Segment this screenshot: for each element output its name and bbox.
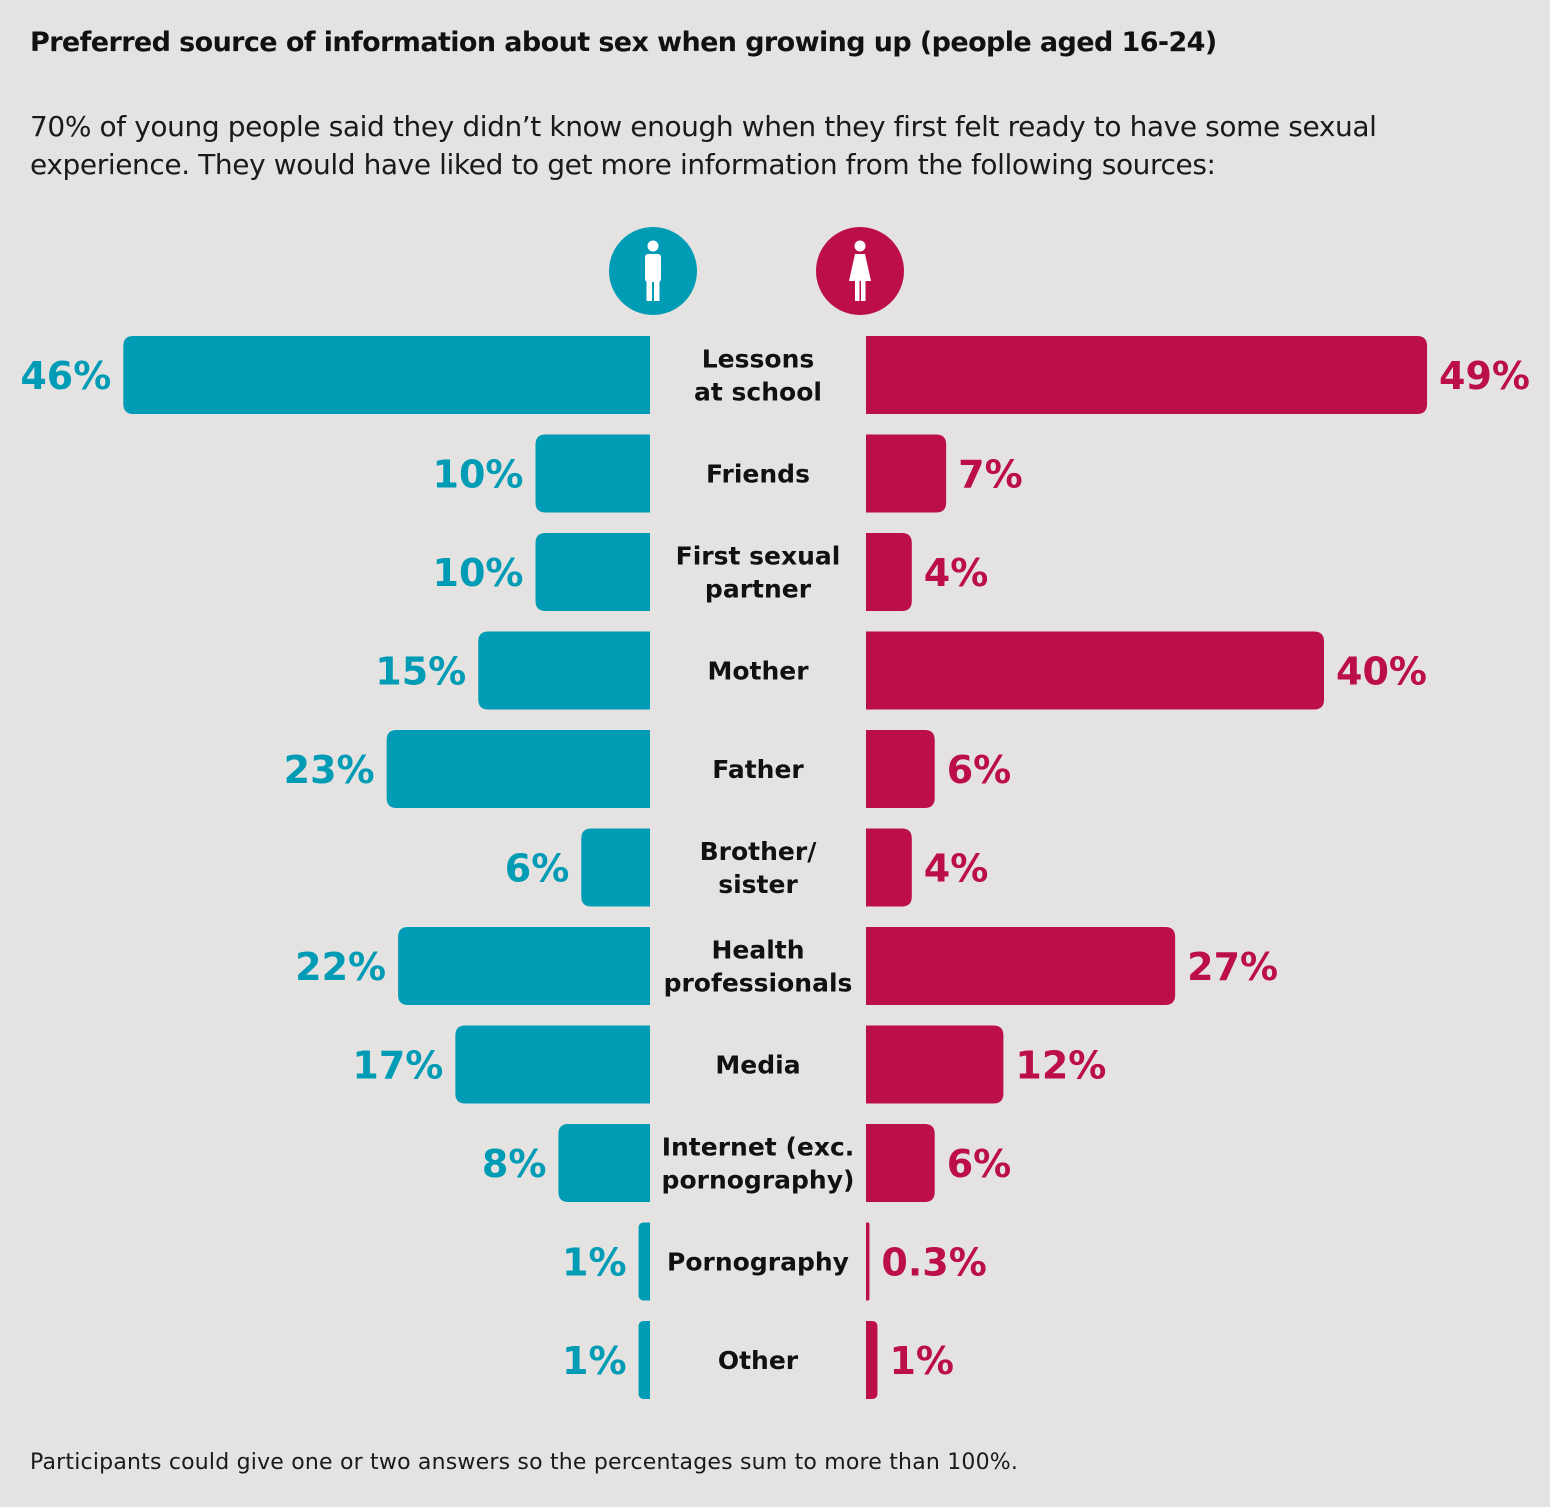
- male-bar: [123, 336, 651, 414]
- female-icon: [816, 227, 904, 315]
- female-value-label: 12%: [1015, 1044, 1106, 1088]
- male-value-label: 10%: [433, 453, 524, 497]
- female-value-label: 0.3%: [881, 1241, 986, 1285]
- male-value-label: 1%: [562, 1241, 627, 1285]
- category-label: First sexual: [676, 542, 841, 571]
- male-value-label: 1%: [562, 1339, 627, 1383]
- male-value-label: 6%: [505, 847, 570, 891]
- female-bar: [866, 1025, 1004, 1104]
- female-value-label: 6%: [947, 1142, 1012, 1186]
- male-bar: [558, 1124, 650, 1202]
- category-label: at school: [694, 378, 822, 407]
- category-label: Lessons: [702, 345, 815, 374]
- category-label: sister: [718, 870, 798, 899]
- male-bar: [478, 631, 650, 710]
- female-bar: [866, 434, 947, 513]
- female-value-label: 49%: [1439, 354, 1530, 398]
- male-figure: [645, 240, 661, 301]
- female-bar: [866, 533, 912, 611]
- female-bar: [866, 1124, 935, 1202]
- female-value-label: 4%: [924, 847, 989, 891]
- category-label: Health: [711, 936, 804, 965]
- category-label: pornography): [662, 1166, 855, 1195]
- male-value-label: 10%: [433, 551, 524, 595]
- male-bar: [535, 434, 650, 513]
- female-value-label: 40%: [1336, 650, 1427, 694]
- category-label: Mother: [707, 657, 809, 686]
- female-bar: [866, 1321, 878, 1399]
- male-value-label: 23%: [284, 748, 375, 792]
- male-bar: [535, 533, 650, 611]
- female-bar: [866, 828, 912, 907]
- male-value-label: 15%: [375, 650, 466, 694]
- male-value-label: 8%: [482, 1142, 547, 1186]
- female-bar: [866, 631, 1324, 710]
- female-bar: [866, 927, 1176, 1005]
- male-value-label: 22%: [295, 945, 386, 989]
- male-bar: [581, 828, 650, 907]
- male-icon: [609, 227, 697, 315]
- female-bar: [866, 1222, 870, 1301]
- female-figure: [849, 240, 871, 301]
- male-bar: [638, 1222, 650, 1301]
- footnote: Participants could give one or two answe…: [30, 1450, 1019, 1475]
- male-bar: [638, 1321, 650, 1399]
- male-bar: [398, 927, 650, 1005]
- category-label: Father: [712, 755, 804, 784]
- category-label: Media: [715, 1051, 800, 1080]
- female-value-label: 6%: [947, 748, 1012, 792]
- category-label: Brother/: [700, 837, 818, 866]
- female-value-label: 4%: [924, 551, 989, 595]
- female-bar: [866, 730, 935, 808]
- female-bar: [866, 336, 1428, 414]
- female-value-label: 7%: [958, 453, 1023, 497]
- category-label: professionals: [664, 969, 853, 998]
- chart-title: Preferred source of information about se…: [30, 27, 1217, 58]
- category-label: Internet (exc.: [662, 1133, 855, 1162]
- category-label: Other: [718, 1346, 799, 1375]
- female-value-label: 1%: [889, 1339, 954, 1383]
- male-value-label: 17%: [352, 1044, 443, 1088]
- female-value-label: 27%: [1187, 945, 1278, 989]
- chart-subtitle: 70% of young people said they didn’t kno…: [30, 110, 1377, 181]
- category-label: Pornography: [667, 1248, 849, 1277]
- male-value-label: 46%: [20, 354, 111, 398]
- male-bar: [455, 1025, 650, 1104]
- category-label: Friends: [706, 460, 810, 489]
- male-bar: [386, 730, 650, 808]
- category-label: partner: [705, 575, 812, 604]
